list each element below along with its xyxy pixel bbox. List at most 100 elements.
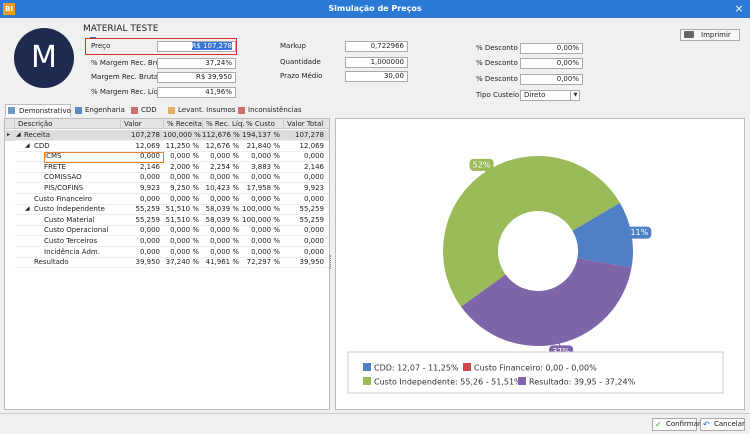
tab-icon — [75, 107, 82, 114]
table-cell: 10,423 % — [205, 184, 239, 192]
field-value[interactable]: 41,96% — [157, 86, 236, 98]
field-value[interactable]: R$ 107,278 — [157, 40, 236, 52]
legend-swatch — [363, 377, 371, 385]
legend-box — [347, 351, 724, 394]
dropdown-arrow: ▼ — [570, 89, 580, 101]
table-cell: 0,000 % — [170, 226, 199, 235]
material-name: MATERIAL TESTE — [83, 24, 159, 34]
data-label: 11% — [630, 228, 648, 237]
table-cell: 0,000 % — [210, 226, 239, 235]
table-cell: 17,958 % — [246, 184, 280, 192]
confirm-button[interactable]: Confirmar — [652, 418, 701, 431]
table-cell: 55,259 — [135, 205, 161, 214]
table-cell: 9,250 % — [170, 184, 199, 192]
data-label: 52% — [473, 160, 491, 169]
table-cell: 11,250 % — [165, 141, 199, 150]
row-line — [14, 224, 329, 226]
chart-panel: 11% 52% 37% CDD: 12,07 - 11,25% Custo Financ… — [335, 118, 745, 410]
row-line — [14, 182, 329, 184]
donut-slice — [443, 155, 620, 307]
tab[interactable]: CDD — [141, 106, 157, 114]
row-line — [14, 150, 329, 152]
field-value[interactable]: 0,722966 — [345, 40, 408, 52]
table-cell: 0,000 % — [210, 247, 239, 256]
table-cell: 51,510 % — [165, 205, 199, 214]
row-line — [14, 214, 329, 216]
table-cell: 112,676 % — [202, 131, 240, 139]
field-label: % Desconto 2 — [476, 58, 525, 67]
field-value[interactable]: R$ 39,950 — [157, 71, 236, 83]
table-cell: 0,000 — [303, 247, 324, 256]
row-line — [14, 256, 329, 258]
table-cell: 39,950 — [135, 258, 161, 267]
avatar: M — [14, 28, 74, 88]
row-line — [14, 161, 329, 163]
table-cell: 100,000 % — [163, 131, 201, 139]
table-cell: CDD — [34, 141, 50, 150]
table-cell: 0,000 % — [170, 152, 199, 161]
field-label: % Margem Rec. Líq. — [91, 87, 161, 96]
row-indicator: ▸ — [7, 131, 11, 138]
table-cell: 0,000 — [303, 194, 324, 203]
table-cell: Custo Terceiros — [44, 237, 98, 245]
tab[interactable]: Levant. Insumos — [178, 106, 236, 114]
dropdown[interactable]: Direto — [520, 89, 580, 101]
table-cell: 0,000 % — [251, 226, 280, 235]
field-value[interactable]: 0,00% — [520, 73, 583, 85]
cell-highlight — [44, 151, 164, 163]
table-cell: 107,278 — [131, 131, 160, 139]
tab[interactable]: Inconsistências — [248, 106, 302, 114]
table-cell: 0,000 % — [251, 237, 280, 245]
table-cell: COMISSAO — [44, 173, 82, 182]
field-value[interactable]: 0,00% — [520, 42, 583, 54]
highlight — [85, 38, 237, 55]
label-badge — [469, 158, 494, 171]
table-cell: 194,137 % — [242, 131, 280, 139]
field-label: % Desconto 1 — [476, 43, 525, 52]
table-cell: 0,000 % — [170, 173, 199, 182]
print-button[interactable]: Imprimir — [680, 29, 740, 41]
cancel-button[interactable]: Cancelar — [700, 418, 745, 431]
field-label: Preço — [91, 41, 111, 50]
field-value[interactable]: 30,00 — [345, 70, 408, 82]
table-cell: Resultado — [34, 258, 69, 267]
table-cell: PIS/COFINS — [44, 184, 84, 192]
column-header: Valor — [120, 119, 163, 129]
row-highlight — [5, 130, 329, 141]
table-cell: 0,000 % — [251, 194, 280, 203]
table-cell: 41,961 % — [205, 258, 239, 267]
data-label: 37% — [552, 347, 570, 356]
tab[interactable]: Demonstrativo — [5, 104, 71, 117]
table-cell: Receita — [24, 131, 50, 139]
expander: ◢ — [16, 131, 21, 138]
field-value[interactable]: 37,24% — [157, 57, 236, 69]
field-label: % Margem Rec. Bruta — [91, 58, 168, 67]
table-cell: 55,259 — [299, 215, 325, 224]
table-cell: 0,000 % — [210, 237, 239, 245]
tab-icon — [238, 107, 245, 114]
table-cell: 21,840 % — [246, 141, 280, 150]
legend-label: Custo Independente: 55,26 - 51,51% — [374, 378, 522, 387]
tab-icon — [8, 107, 15, 114]
row-line — [14, 267, 329, 269]
tab[interactable]: Engenharia — [85, 106, 125, 114]
table-cell: 0,000 — [139, 152, 160, 161]
table-cell: 0,000 — [139, 226, 160, 235]
table-cell: 0,000 — [139, 247, 160, 256]
close-button[interactable]: × — [734, 2, 744, 15]
donut-chart: 11% 52% 37% CDD: 12,07 - 11,25% Custo Financ… — [347, 155, 724, 394]
legend-label: Custo Financeiro: 0,00 - 0,00% — [474, 364, 597, 373]
cancel-icon: ↶ — [703, 420, 710, 429]
column-header: % Receita — [163, 119, 202, 129]
row-line — [14, 246, 329, 247]
field-value[interactable]: 1,000000 — [345, 56, 408, 68]
row-line — [14, 171, 329, 173]
field-value[interactable]: 0,00% — [520, 57, 583, 69]
print-icon — [684, 31, 694, 38]
table-cell: 100,000 % — [242, 215, 280, 224]
expander: ◢ — [25, 205, 30, 213]
row-line — [14, 140, 329, 141]
table-cell: 0,000 % — [170, 194, 199, 203]
table-cell: 9,923 — [139, 184, 160, 192]
